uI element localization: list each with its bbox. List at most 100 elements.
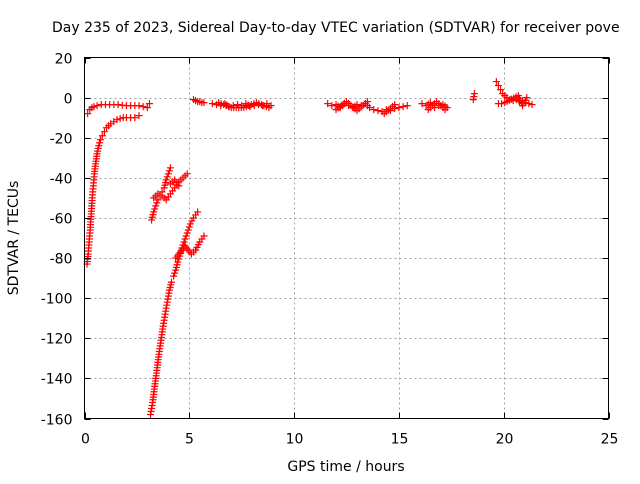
point-1-4 [93,102,101,110]
y-tick-label-9: -160 [41,413,73,429]
point-10-2 [497,86,505,94]
x-tick-label-4: 20 [496,432,514,448]
point-3-8-1 [165,167,173,175]
y-axis-title: SDTVAR / TECUs [6,181,22,296]
point-3-2-1 [153,199,161,207]
point-6-6 [234,101,242,109]
point-4-0-1 [171,269,179,277]
point-7-25 [391,101,399,109]
point-8-0 [418,100,426,108]
point-7-7 [353,101,361,109]
point-7-11 [370,106,378,114]
point-3-18 [183,170,191,178]
plot-frame [84,57,609,419]
point-1-0 [84,110,92,118]
point-4-10 [194,208,202,216]
point-2-10 [167,278,175,286]
x-axis-title: GPS time / hours [287,459,404,475]
point-6-19 [265,104,273,112]
tick-labels: 0 5 10 15 20 25 20 0 -20 -40 -60 -80 -100 -120 -140 -16… [41,52,619,448]
series-arc-6 [418,98,451,114]
point-10-0 [492,78,500,86]
point-3-2 [152,202,160,210]
point-0-13 [100,128,108,136]
point-7-23 [363,98,371,106]
y-tick-label-7: -120 [41,332,73,348]
point-7-12 [374,107,382,115]
point-0-19 [116,115,124,123]
point-7-19 [403,102,411,110]
point-7-10 [366,104,374,112]
point-3-8 [164,170,172,178]
series-arc-7 [469,90,478,104]
point-10-12 [525,100,533,108]
point-10-13 [528,101,536,109]
point-0-10 [95,142,103,150]
point-4-7 [184,226,192,234]
point-3-7-1 [163,173,171,181]
point-0-23 [131,114,139,122]
x-tick-label-5: 25 [601,432,619,448]
point-4-8 [186,220,194,228]
series-arc-1-flat [84,100,153,118]
point-3-1 [150,208,158,216]
point-10-1 [494,82,502,90]
point-4-7-1 [185,223,193,231]
y-tick-label-8: -140 [41,372,73,388]
point-4-19 [200,232,208,240]
series-arc-2-lower [170,208,208,280]
point-4-0 [170,272,178,280]
point-1-16 [143,104,151,112]
series-arc-4 [208,99,275,112]
point-4-6-1 [183,229,191,237]
point-3-1-1 [151,205,159,213]
point-7-17 [395,104,403,112]
point-7-1 [328,102,336,110]
y-tick-label-6: -100 [41,292,73,308]
point-9-1 [470,90,478,98]
chart-title: Day 235 of 2023, Sidereal Day-to-day VTE… [52,20,620,36]
point-5-5 [200,99,208,107]
point-4-2 [174,258,182,266]
point-4-8-1 [188,217,196,225]
point-1-15 [139,103,147,111]
y-tick-label-2: -20 [50,132,73,148]
point-3-7 [162,176,170,184]
point-7-0 [324,100,332,108]
point-1-14 [135,102,143,110]
point-1-3 [90,103,98,111]
series-arc-2-steep [147,278,175,418]
y-tick-label-0: 20 [55,52,73,68]
x-tick-label-1: 5 [185,432,194,448]
y-tick-label-5: -80 [50,252,73,268]
grid-lines [84,57,609,419]
point-4-6 [182,232,190,240]
data-points [83,78,536,418]
point-3-9 [166,164,174,172]
point-1-9 [114,101,122,109]
point-10-19 [523,94,531,102]
axis-ticks [84,57,610,420]
series-arc-3 [189,96,208,107]
point-4-5-1 [181,235,189,243]
point-3-11 [154,190,162,198]
point-8-9 [441,106,449,114]
point-0-11 [96,136,104,144]
point-3-21 [175,182,183,190]
y-tick-label-1: 0 [64,92,73,108]
point-6-0 [208,100,216,108]
series-arc-2-upper [148,164,191,224]
x-tick-label-2: 10 [286,432,304,448]
point-3-3 [154,196,162,204]
y-tick-label-4: -60 [50,212,73,228]
point-0-24 [135,112,143,120]
point-10-15 [498,100,506,108]
point-0-12 [98,132,106,140]
point-4-5 [180,238,188,246]
series-arc-1-recovery [83,112,143,268]
y-tick-label-3: -40 [50,172,73,188]
x-tick-label-3: 15 [391,432,409,448]
x-tick-label-0: 0 [81,432,90,448]
